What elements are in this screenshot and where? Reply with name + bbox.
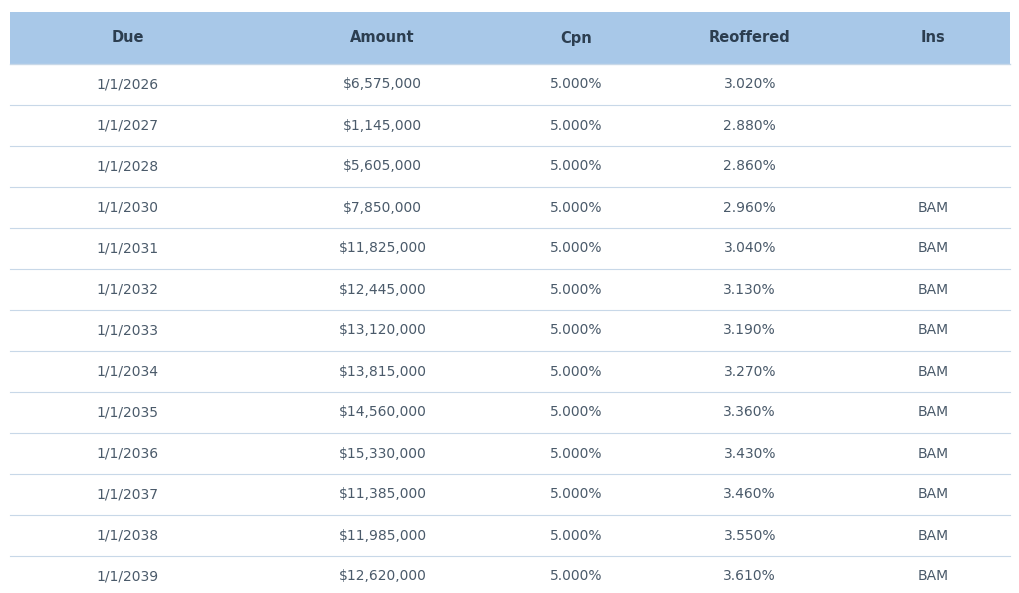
Text: 3.040%: 3.040% — [722, 241, 775, 256]
Text: 1/1/2031: 1/1/2031 — [97, 241, 158, 256]
Text: $11,985,000: $11,985,000 — [338, 528, 426, 543]
Text: 5.000%: 5.000% — [549, 324, 602, 337]
Text: 5.000%: 5.000% — [549, 119, 602, 132]
Text: 1/1/2026: 1/1/2026 — [97, 78, 158, 91]
Text: 1/1/2030: 1/1/2030 — [97, 200, 158, 215]
Bar — [10, 64, 1009, 105]
Bar — [10, 146, 1009, 187]
Text: $1,145,000: $1,145,000 — [342, 119, 422, 132]
Text: 3.190%: 3.190% — [722, 324, 775, 337]
Text: $5,605,000: $5,605,000 — [342, 160, 422, 174]
Text: 3.270%: 3.270% — [722, 365, 775, 378]
Text: 3.020%: 3.020% — [722, 78, 775, 91]
Text: 3.430%: 3.430% — [722, 447, 775, 461]
Text: BAM: BAM — [917, 406, 948, 419]
Text: 2.960%: 2.960% — [722, 200, 775, 215]
Text: BAM: BAM — [917, 282, 948, 296]
Text: BAM: BAM — [917, 569, 948, 584]
Bar — [10, 474, 1009, 515]
Text: 3.360%: 3.360% — [722, 406, 775, 419]
Text: 3.550%: 3.550% — [722, 528, 775, 543]
Text: BAM: BAM — [917, 241, 948, 256]
Text: 3.460%: 3.460% — [722, 487, 775, 502]
Text: 1/1/2034: 1/1/2034 — [97, 365, 158, 378]
Bar — [10, 310, 1009, 351]
Text: $12,445,000: $12,445,000 — [338, 282, 426, 296]
Text: Amount: Amount — [350, 30, 415, 46]
Text: $13,815,000: $13,815,000 — [338, 365, 426, 378]
Text: 5.000%: 5.000% — [549, 569, 602, 584]
Bar — [10, 556, 1009, 593]
Bar — [10, 187, 1009, 228]
Text: 2.860%: 2.860% — [722, 160, 775, 174]
Text: 3.610%: 3.610% — [722, 569, 775, 584]
Text: 1/1/2036: 1/1/2036 — [97, 447, 158, 461]
Bar — [10, 433, 1009, 474]
Text: $12,620,000: $12,620,000 — [338, 569, 426, 584]
Text: 1/1/2028: 1/1/2028 — [97, 160, 158, 174]
Text: $11,825,000: $11,825,000 — [338, 241, 426, 256]
Text: 5.000%: 5.000% — [549, 487, 602, 502]
Text: BAM: BAM — [917, 365, 948, 378]
Bar — [10, 392, 1009, 433]
Text: $7,850,000: $7,850,000 — [342, 200, 422, 215]
Text: BAM: BAM — [917, 528, 948, 543]
Text: 5.000%: 5.000% — [549, 200, 602, 215]
Text: 5.000%: 5.000% — [549, 406, 602, 419]
Bar — [10, 515, 1009, 556]
Bar — [10, 12, 1009, 64]
Bar — [10, 351, 1009, 392]
Text: 1/1/2027: 1/1/2027 — [97, 119, 158, 132]
Bar — [10, 228, 1009, 269]
Text: Due: Due — [111, 30, 144, 46]
Text: 1/1/2032: 1/1/2032 — [97, 282, 158, 296]
Text: BAM: BAM — [917, 324, 948, 337]
Text: 5.000%: 5.000% — [549, 282, 602, 296]
Bar — [10, 269, 1009, 310]
Text: $15,330,000: $15,330,000 — [338, 447, 426, 461]
Text: 5.000%: 5.000% — [549, 241, 602, 256]
Bar — [10, 105, 1009, 146]
Text: Ins: Ins — [920, 30, 945, 46]
Text: 5.000%: 5.000% — [549, 365, 602, 378]
Text: 1/1/2035: 1/1/2035 — [97, 406, 158, 419]
Text: 1/1/2037: 1/1/2037 — [97, 487, 158, 502]
Text: 5.000%: 5.000% — [549, 78, 602, 91]
Text: BAM: BAM — [917, 200, 948, 215]
Text: $14,560,000: $14,560,000 — [338, 406, 426, 419]
Text: 3.130%: 3.130% — [722, 282, 775, 296]
Text: 1/1/2033: 1/1/2033 — [97, 324, 158, 337]
Text: 5.000%: 5.000% — [549, 528, 602, 543]
Text: 5.000%: 5.000% — [549, 160, 602, 174]
Text: 5.000%: 5.000% — [549, 447, 602, 461]
Text: $6,575,000: $6,575,000 — [342, 78, 422, 91]
Text: BAM: BAM — [917, 487, 948, 502]
Text: Cpn: Cpn — [559, 30, 592, 46]
Text: 2.880%: 2.880% — [722, 119, 775, 132]
Text: BAM: BAM — [917, 447, 948, 461]
Text: $13,120,000: $13,120,000 — [338, 324, 426, 337]
Text: 1/1/2038: 1/1/2038 — [97, 528, 158, 543]
Text: $11,385,000: $11,385,000 — [338, 487, 426, 502]
Text: Reoffered: Reoffered — [708, 30, 790, 46]
Text: 1/1/2039: 1/1/2039 — [97, 569, 158, 584]
